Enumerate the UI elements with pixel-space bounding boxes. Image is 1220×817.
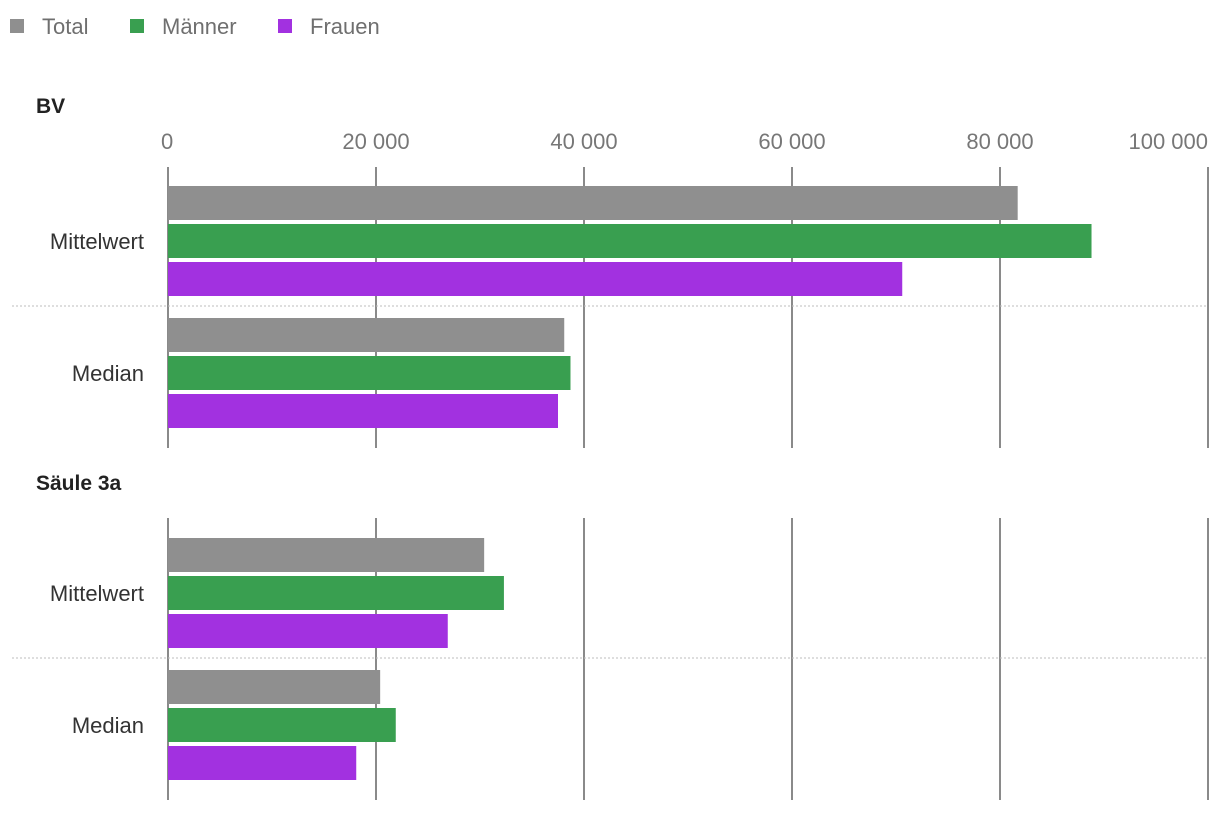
- legend-label-frauen: Frauen: [310, 14, 380, 39]
- panel-title: BV: [36, 95, 65, 118]
- x-tick-label: 0: [161, 129, 173, 154]
- bar-frauen: [168, 614, 448, 648]
- x-tick-label: 80 000: [966, 129, 1033, 154]
- category-label: Mittelwert: [50, 581, 144, 606]
- bar-männer: [168, 708, 396, 742]
- x-tick-label: 60 000: [758, 129, 825, 154]
- bar-total: [168, 186, 1018, 220]
- bar-frauen: [168, 746, 357, 780]
- bar-männer: [168, 576, 504, 610]
- bar-frauen: [168, 394, 558, 428]
- x-tick-label: 100 000: [1128, 129, 1208, 154]
- x-tick-label: 40 000: [550, 129, 617, 154]
- bar-total: [168, 318, 565, 352]
- category-label: Median: [72, 713, 144, 738]
- legend-swatch-total: [10, 19, 24, 33]
- bar-total: [168, 538, 485, 572]
- legend-swatch-frauen: [278, 19, 292, 33]
- bar-frauen: [168, 262, 903, 296]
- bar-männer: [168, 356, 571, 390]
- x-tick-label: 20 000: [342, 129, 409, 154]
- category-label: Mittelwert: [50, 229, 144, 254]
- bar-männer: [168, 224, 1092, 258]
- panel-title: Säule 3a: [36, 472, 122, 495]
- category-label: Median: [72, 361, 144, 386]
- legend-swatch-männer: [130, 19, 144, 33]
- legend-label-total: Total: [42, 14, 88, 39]
- bar-total: [168, 670, 381, 704]
- legend-label-männer: Männer: [162, 14, 237, 39]
